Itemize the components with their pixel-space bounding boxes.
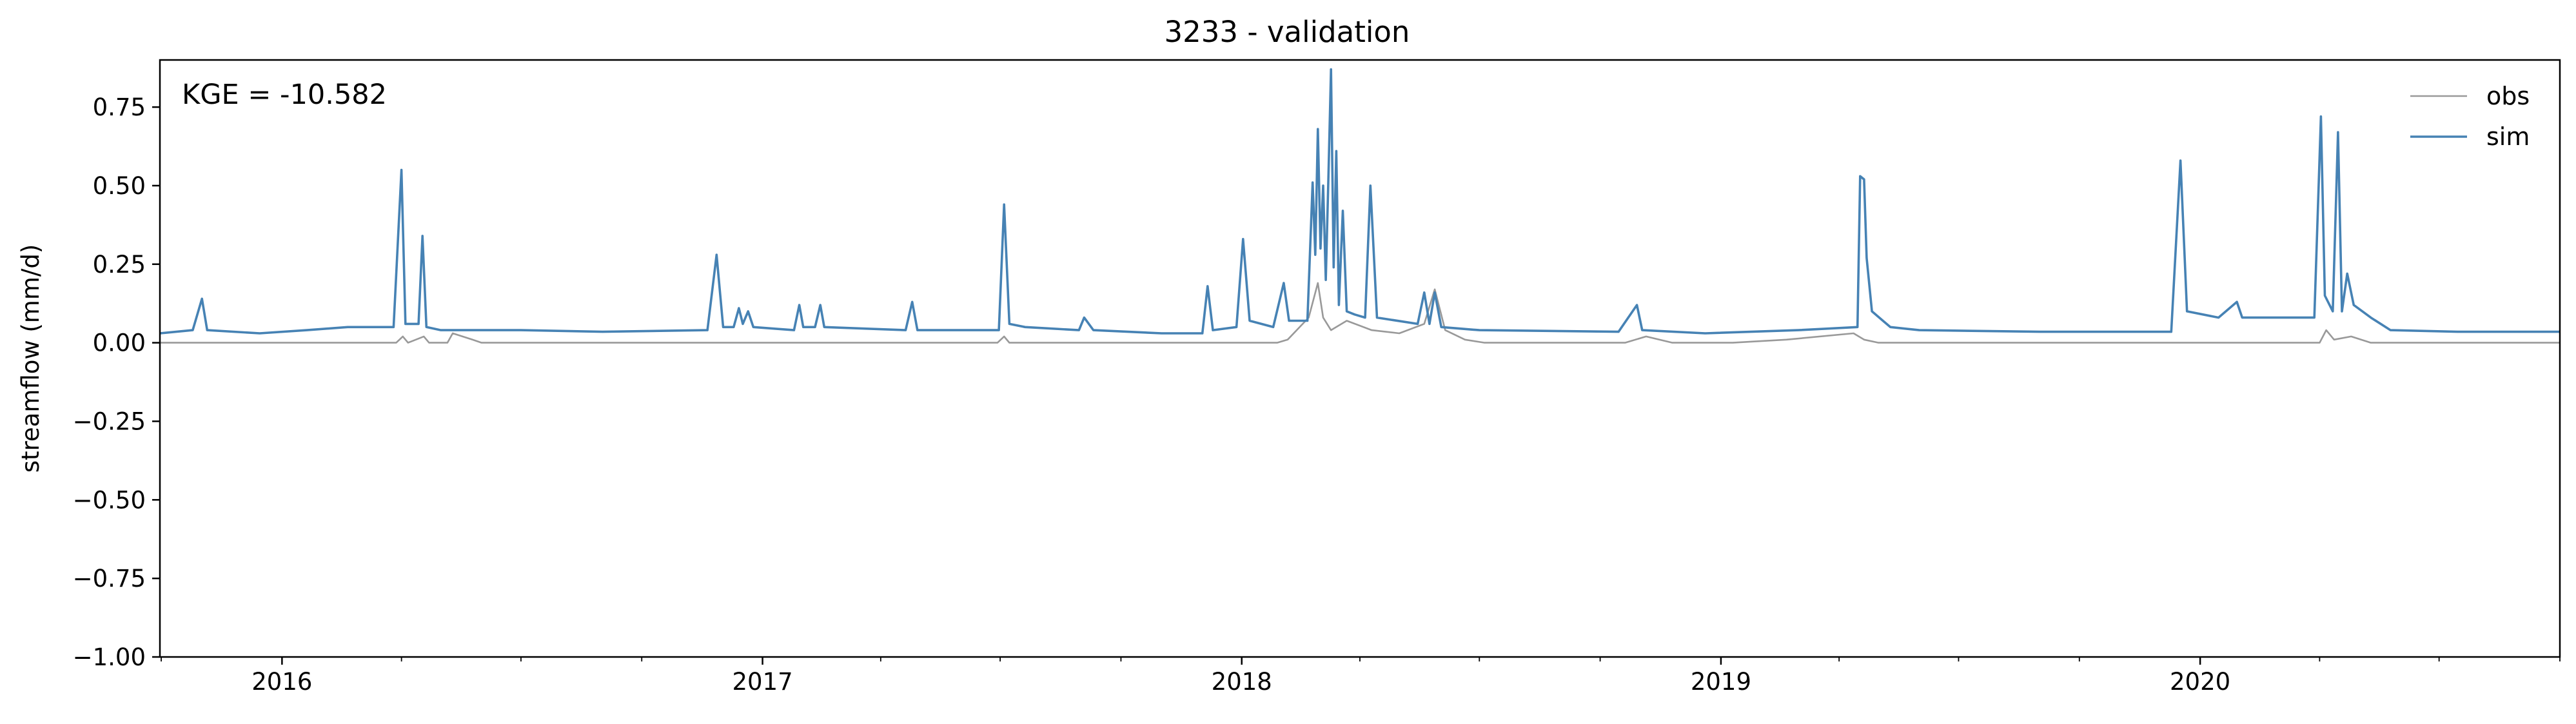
x-tick-label: 2017 bbox=[732, 668, 792, 696]
plot-area bbox=[159, 59, 2561, 658]
y-tick-label: −0.50 bbox=[73, 486, 146, 514]
legend: obs sim bbox=[2410, 82, 2530, 151]
x-tick-label: 2019 bbox=[1691, 668, 1751, 696]
y-tick-label: 0.75 bbox=[93, 93, 146, 121]
y-axis: −1.00 −0.75 −0.50 −0.25 0.00 0.25 0.50 0.75 bbox=[73, 93, 160, 671]
y-tick-label: 0.00 bbox=[93, 329, 146, 357]
legend-label-sim: sim bbox=[2486, 122, 2530, 151]
y-tick-label: 0.50 bbox=[93, 172, 146, 200]
x-tick-label: 2018 bbox=[1212, 668, 1272, 696]
series-line-sim bbox=[160, 68, 2560, 335]
y-axis-label: streamflow (mm/d) bbox=[17, 244, 44, 473]
y-tick-label: −0.25 bbox=[73, 407, 146, 435]
legend-label-obs: obs bbox=[2486, 82, 2530, 110]
plot-frame bbox=[159, 59, 2561, 658]
x-tick-label: 2016 bbox=[251, 668, 312, 696]
chart-title: 3233 - validation bbox=[1165, 15, 1410, 49]
y-tick-label: −1.00 bbox=[73, 643, 146, 671]
x-tick-label: 2020 bbox=[2170, 668, 2230, 696]
y-tick-label: 0.25 bbox=[93, 251, 146, 279]
y-tick-label: −0.75 bbox=[73, 565, 146, 592]
kge-annotation: KGE = -10.582 bbox=[182, 79, 387, 111]
x-axis: 2016 2017 2018 2019 2020 bbox=[161, 657, 2561, 696]
series-line-obs bbox=[160, 282, 2560, 344]
